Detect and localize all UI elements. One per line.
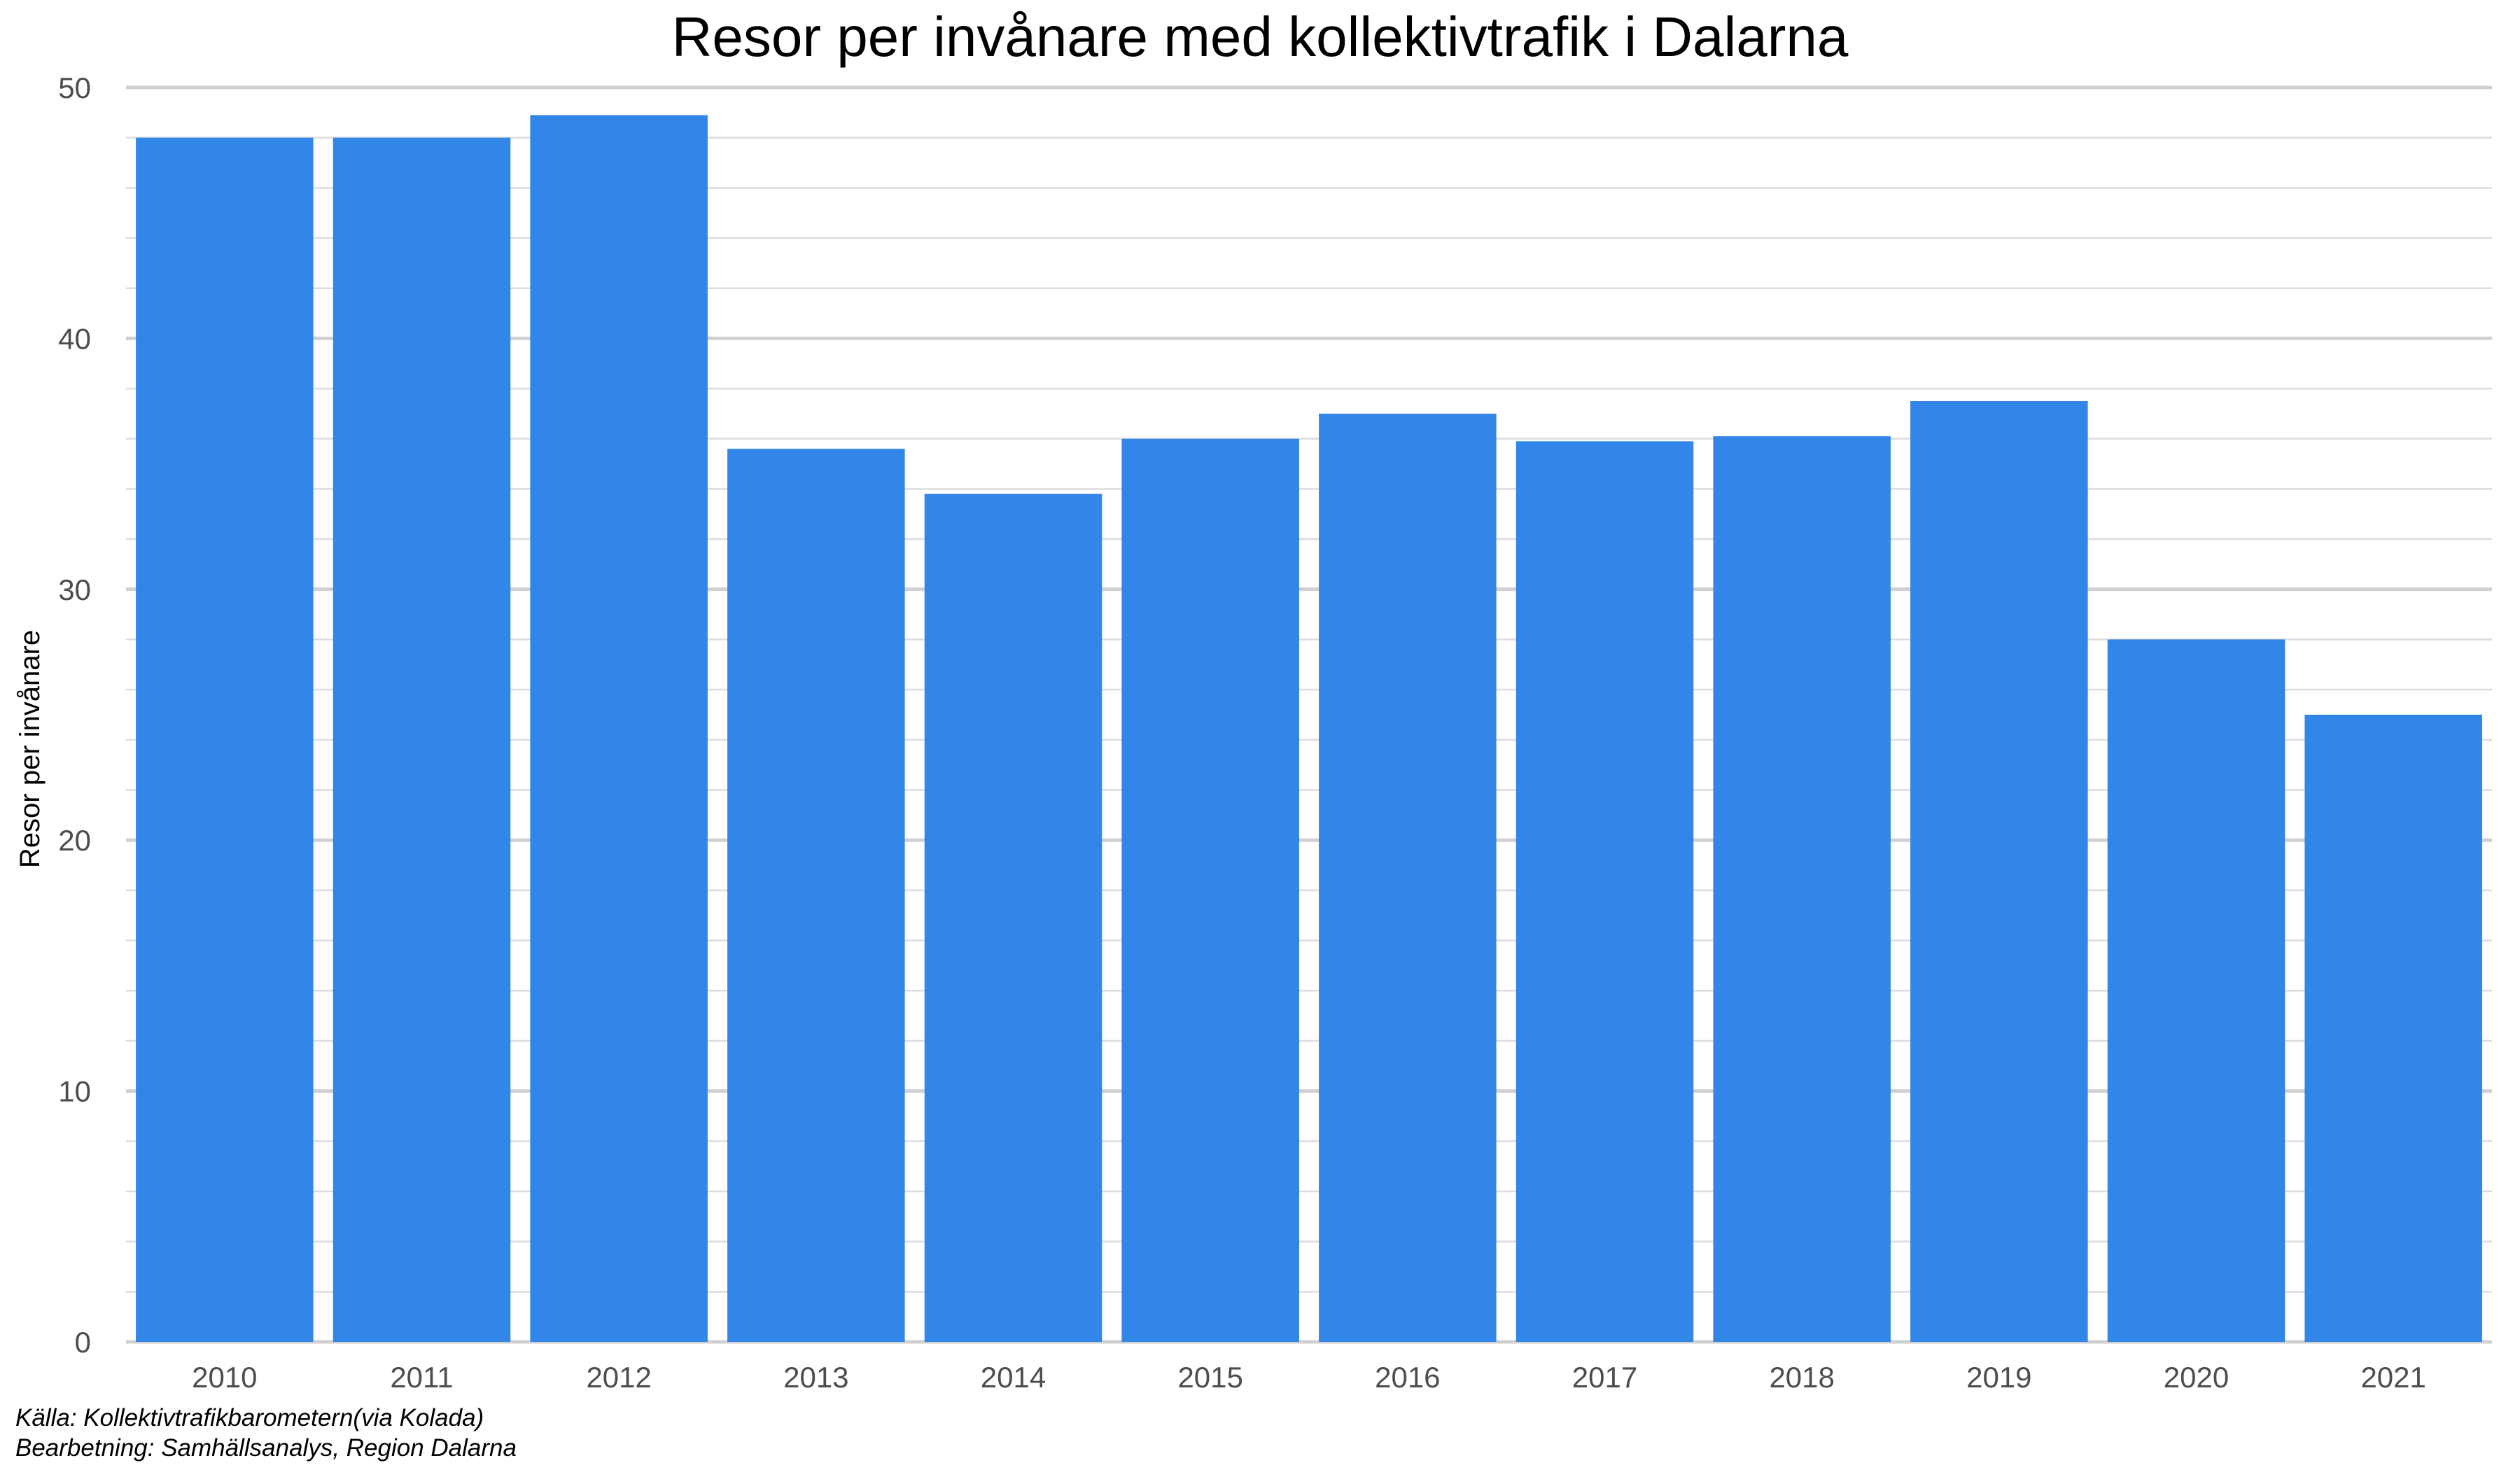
x-tick-label: 2015 [1177,1361,1242,1394]
bar-2012 [530,115,708,1343]
bar-2021 [2304,715,2482,1342]
bar-series [136,115,2482,1343]
x-tick-label: 2013 [783,1361,848,1394]
x-tick-label: 2020 [2164,1361,2229,1394]
y-tick-label: 20 [58,824,91,857]
bar-2016 [1319,413,1497,1343]
source-caption: Källa: Kollektivtrafikbarometern(via Kol… [15,1404,484,1432]
y-tick-label: 40 [58,322,91,355]
chart-title: Resor per invånare med kollektivtrafik i… [672,6,1849,68]
x-tick-label: 2014 [981,1361,1046,1394]
x-tick-label: 2012 [586,1361,651,1394]
x-tick-label: 2019 [1966,1361,2031,1394]
x-axis-tick-labels: 2010 2011 2012 2013 2014 2015 2016 2017 2018 2019… [192,1361,2426,1394]
y-tick-label: 50 [58,71,91,104]
bar-2018 [1713,436,1891,1342]
bar-2013 [727,449,905,1343]
bar-2020 [2107,639,2286,1342]
x-tick-label: 2010 [192,1361,257,1394]
y-axis-tick-labels: 0 10 20 30 40 50 [58,71,91,1359]
x-tick-label: 2011 [390,1361,453,1394]
x-tick-label: 2017 [1572,1361,1637,1394]
y-axis-label: Resor per invånare [15,630,46,868]
bar-2017 [1516,441,1694,1342]
y-tick-label: 30 [58,573,91,606]
processing-caption: Bearbetning: Samhällsanalys, Region Dala… [15,1434,517,1462]
bar-2015 [1121,438,1299,1342]
bar-2014 [924,493,1102,1343]
y-tick-label: 10 [58,1075,91,1108]
grid-lines [126,85,2492,1344]
bar-2019 [1910,401,2088,1342]
y-tick-label: 0 [75,1326,91,1359]
x-tick-label: 2021 [2360,1361,2426,1394]
bar-2011 [332,137,511,1343]
bar-2010 [136,137,314,1343]
x-tick-label: 2018 [1769,1361,1834,1394]
x-tick-label: 2016 [1375,1361,1440,1394]
